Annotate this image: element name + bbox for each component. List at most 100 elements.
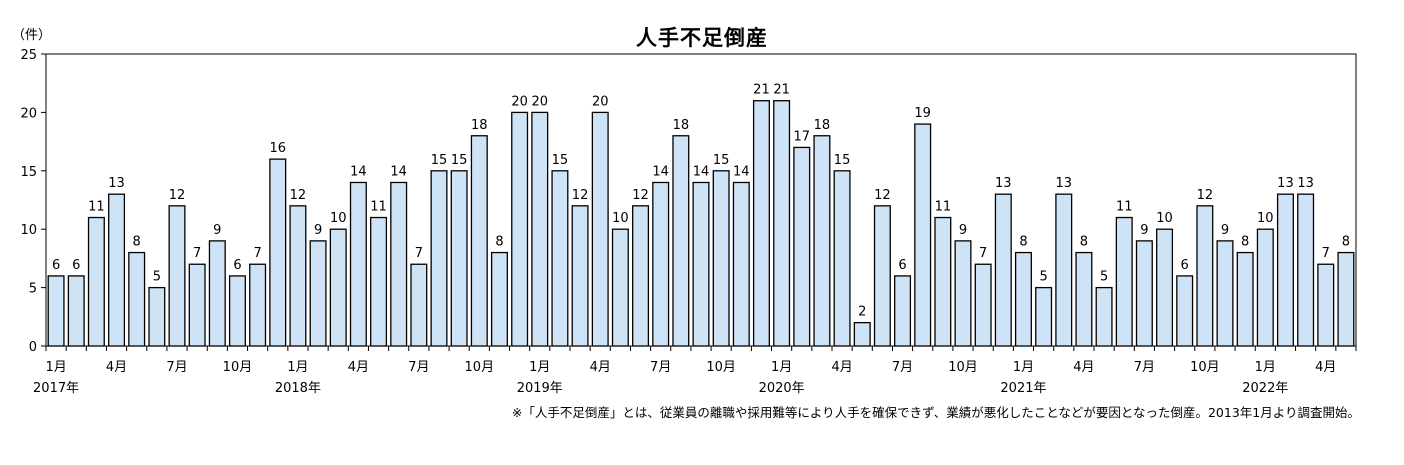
bar-value-label: 6 (1181, 258, 1189, 273)
bar-value-label: 10 (330, 211, 347, 226)
x-tick-label: 1月 (45, 360, 66, 375)
bar-value-label: 8 (1019, 235, 1027, 250)
bar (1276, 193, 1294, 347)
bar (793, 146, 811, 347)
x-tick-label: 1月 (1013, 360, 1034, 375)
bar (1256, 228, 1274, 347)
bar (894, 275, 912, 347)
bar (873, 205, 891, 347)
bar-value-label: 7 (253, 246, 261, 261)
bar (1196, 205, 1214, 347)
year-label: 2022年 (1242, 381, 1288, 396)
x-tick-label: 4月 (106, 360, 127, 375)
bar (1035, 286, 1053, 347)
bar (329, 228, 347, 347)
bar (591, 111, 609, 347)
bar-value-label: 8 (495, 235, 503, 250)
x-tick-label: 4月 (590, 360, 611, 375)
bar (611, 228, 629, 347)
bar (1216, 240, 1234, 347)
bar (249, 263, 267, 347)
bar-value-label: 12 (290, 188, 307, 203)
bar (410, 263, 428, 347)
bar-value-label: 7 (415, 246, 423, 261)
bar-value-label: 6 (72, 258, 80, 273)
bar (853, 321, 871, 347)
footnote: ※「人手不足倒産」とは、従業員の離職や採用難等により人手を確保できず、業績が悪化… (511, 405, 1360, 420)
bar (1095, 286, 1113, 347)
bar-value-label: 15 (552, 153, 569, 168)
bar-value-label: 10 (1156, 211, 1173, 226)
x-tick-label: 7月 (166, 360, 187, 375)
bar (813, 135, 831, 347)
bar-value-label: 9 (213, 223, 221, 238)
bar (1055, 193, 1073, 347)
bar-value-label: 7 (979, 246, 987, 261)
bar (228, 275, 246, 347)
bar-value-label: 18 (471, 118, 488, 133)
x-tick-label: 10月 (223, 360, 253, 375)
bar (1135, 240, 1153, 347)
bar (67, 275, 85, 347)
x-tick-label: 10月 (1190, 360, 1220, 375)
bar-value-label: 9 (959, 223, 967, 238)
bar (752, 100, 770, 347)
bar (349, 181, 367, 347)
bar-value-label: 13 (1297, 176, 1314, 191)
bar-value-label: 6 (233, 258, 241, 273)
bar (732, 181, 750, 347)
bar-value-label: 17 (793, 129, 810, 144)
y-axis-unit-label: （件） (12, 28, 52, 43)
bar (450, 170, 468, 347)
bar-value-label: 5 (153, 270, 161, 285)
bar (712, 170, 730, 347)
bar-value-label: 19 (914, 106, 931, 121)
bar (309, 240, 327, 347)
chart-title: 人手不足倒産 (636, 26, 768, 50)
bar-value-label: 12 (874, 188, 891, 203)
bar (87, 216, 105, 347)
bar (974, 263, 992, 347)
bar (652, 181, 670, 347)
bar-value-label: 10 (1257, 211, 1274, 226)
bar-value-label: 8 (1241, 235, 1249, 250)
bar-value-label: 13 (1277, 176, 1294, 191)
bar (148, 286, 166, 347)
y-tick-label: 5 (29, 282, 37, 297)
x-tick-label: 1月 (529, 360, 550, 375)
bar-value-label: 14 (390, 164, 407, 179)
y-tick-label: 0 (29, 340, 37, 355)
bar-value-label: 9 (314, 223, 322, 238)
x-tick-label: 4月 (1315, 360, 1336, 375)
bar-value-label: 9 (1221, 223, 1229, 238)
y-tick-label: 10 (20, 223, 37, 238)
bar-value-label: 10 (612, 211, 629, 226)
bar (370, 216, 388, 347)
bar (1337, 251, 1355, 347)
bar-value-label: 13 (1055, 176, 1072, 191)
x-tick-label: 10月 (948, 360, 978, 375)
bar (511, 111, 529, 347)
bar-value-label: 7 (1322, 246, 1330, 261)
bar (128, 251, 146, 347)
bar-value-label: 5 (1039, 270, 1047, 285)
x-tick-label: 7月 (1134, 360, 1155, 375)
bar-value-label: 20 (511, 94, 528, 109)
bar-value-label: 12 (572, 188, 589, 203)
bar-value-label: 8 (1342, 235, 1350, 250)
x-tick-label: 10月 (465, 360, 495, 375)
y-tick-label: 25 (20, 48, 37, 63)
bar (1014, 251, 1032, 347)
bar (994, 193, 1012, 347)
bar-value-label: 15 (451, 153, 468, 168)
bar (390, 181, 408, 347)
x-tick-label: 4月 (1073, 360, 1094, 375)
x-tick-label: 4月 (831, 360, 852, 375)
bar (1075, 251, 1093, 347)
year-label: 2017年 (33, 381, 79, 396)
bar-value-label: 9 (1140, 223, 1148, 238)
bar-value-label: 15 (834, 153, 851, 168)
bar-value-label: 11 (88, 200, 105, 215)
bar-value-label: 7 (193, 246, 201, 261)
bar-value-label: 14 (693, 164, 710, 179)
